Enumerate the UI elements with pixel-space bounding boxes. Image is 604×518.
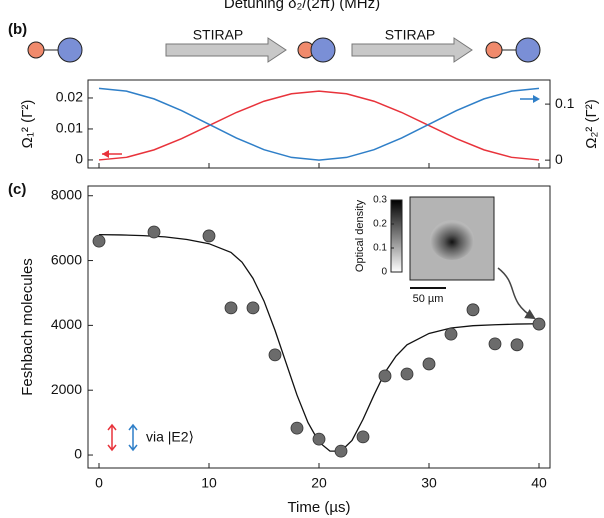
panel-label: (b) xyxy=(8,21,27,38)
inset-frame xyxy=(409,196,495,281)
x-tick-label: 0 xyxy=(95,475,103,491)
stirap-label: STIRAP xyxy=(193,27,244,43)
data-point xyxy=(224,301,238,315)
data-point xyxy=(290,421,304,435)
y-tick-label: 0 xyxy=(74,446,82,462)
data-point xyxy=(444,327,458,341)
colorbar-label: Optical density xyxy=(354,199,366,272)
blue-arrow-head xyxy=(533,95,540,103)
data-point xyxy=(334,444,348,458)
data-point xyxy=(246,301,260,315)
inset-arrow xyxy=(497,267,536,320)
annotation: via |E2⟩ xyxy=(146,429,194,445)
data-point xyxy=(92,234,106,248)
y-axis-label: Feshbach molecules xyxy=(19,258,36,396)
red-arrow-head xyxy=(102,150,109,158)
y-tick-label: 2000 xyxy=(51,381,82,397)
red-double-arrow xyxy=(107,423,117,452)
colorbar-tick-label: 0.1 xyxy=(373,243,387,254)
colorbar-tick-label: 0.2 xyxy=(373,219,387,230)
data-point xyxy=(356,430,370,444)
cartoon xyxy=(27,37,541,63)
y-tick-label: 0.01 xyxy=(56,120,83,136)
data-point xyxy=(147,225,161,239)
x-tick-label: 30 xyxy=(421,475,437,491)
data-point xyxy=(532,317,546,331)
x-axis-label: Time (µs) xyxy=(287,499,350,516)
series-line xyxy=(98,90,540,161)
data-point xyxy=(378,369,392,383)
y-tick-label: 8000 xyxy=(51,186,82,202)
colorbar xyxy=(390,199,403,273)
y2-tick-label: 0.1 xyxy=(555,95,575,111)
series-line xyxy=(98,87,540,161)
y2-axis-label: Ω₂² (Γ²) xyxy=(583,99,600,148)
x-tick-label: 40 xyxy=(531,475,547,491)
colorbar-tick-label: 0.3 xyxy=(373,195,387,206)
plot-frame xyxy=(87,79,551,169)
data-point xyxy=(422,357,436,371)
data-point xyxy=(268,348,282,362)
y2-tick-label: 0 xyxy=(555,151,563,167)
data-point xyxy=(202,229,216,243)
inset-cloud xyxy=(430,220,474,260)
y-tick-label: 4000 xyxy=(51,316,82,332)
y-axis-label: Ω₁² (Γ²) xyxy=(19,100,36,149)
colorbar-tick-label: 0 xyxy=(381,267,387,278)
x-tick-label: 20 xyxy=(311,475,327,491)
data-point xyxy=(312,432,326,446)
data-point xyxy=(466,303,480,317)
y-tick-label: 6000 xyxy=(51,251,82,267)
data-point xyxy=(400,367,414,381)
header-text: Detuning δ₂/(2π) (MHz) xyxy=(224,0,380,12)
data-point xyxy=(488,337,502,351)
x-tick-label: 10 xyxy=(201,475,217,491)
data-point xyxy=(510,338,524,352)
scale-bar-label: 50 µm xyxy=(413,293,444,305)
stirap-label: STIRAP xyxy=(385,27,436,43)
panel-label: (c) xyxy=(8,181,26,198)
y-tick-label: 0 xyxy=(75,151,83,167)
blue-double-arrow xyxy=(128,423,138,452)
y-tick-label: 0.02 xyxy=(56,89,83,105)
